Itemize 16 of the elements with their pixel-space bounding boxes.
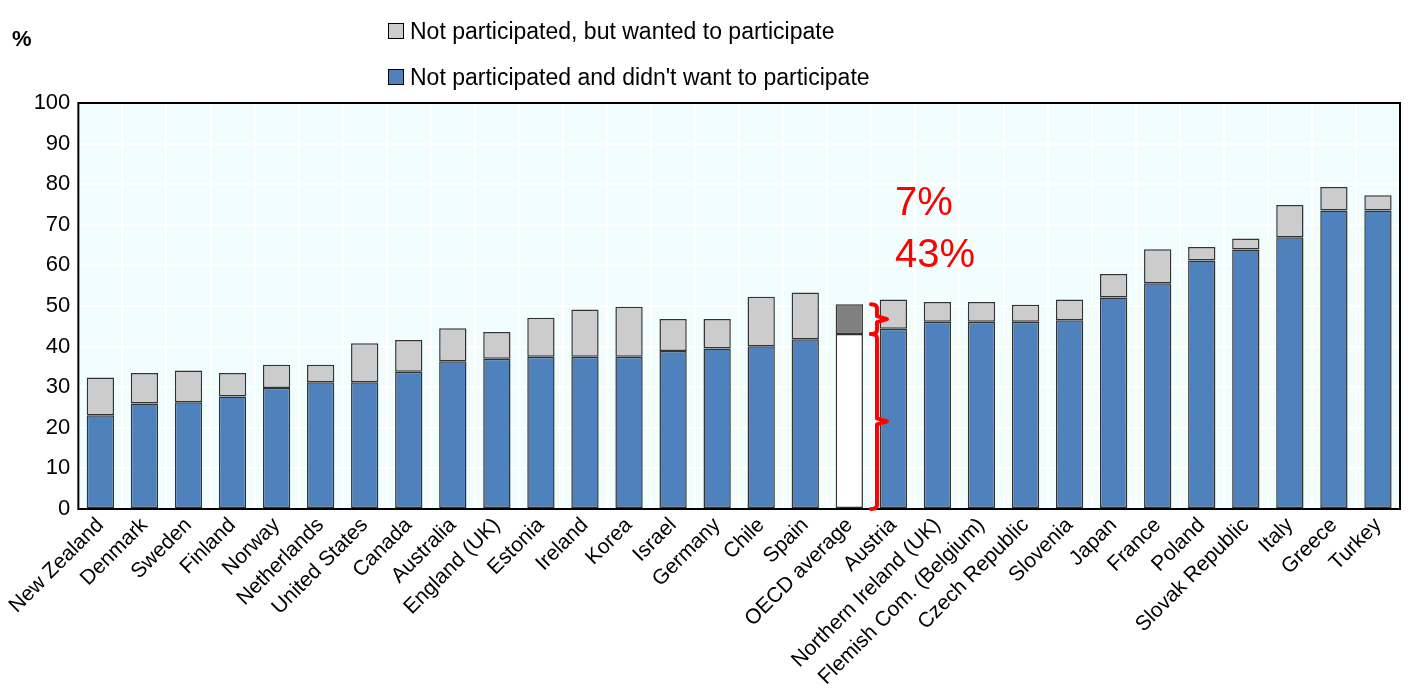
y-tick-label: 30: [45, 373, 71, 399]
y-axis-title: %: [12, 26, 32, 52]
y-tick-label: 40: [45, 332, 71, 358]
annotation: 43%: [894, 231, 976, 276]
y-tick-label: 20: [45, 413, 71, 439]
legend-label: Not participated and didn't want to participate: [410, 63, 870, 91]
y-tick-label: 60: [45, 251, 71, 277]
legend-label: Not participated, but wanted to participate: [410, 17, 835, 45]
y-tick-label: 100: [33, 89, 71, 115]
y-tick-label: 10: [45, 454, 71, 480]
y-tick-label: 70: [45, 210, 71, 236]
y-tick-label: 50: [45, 292, 71, 318]
y-tick-label: 80: [45, 170, 71, 196]
annotation: 7%: [894, 179, 953, 224]
y-tick-label: 90: [45, 129, 71, 155]
y-tick-label: 0: [58, 495, 71, 520]
